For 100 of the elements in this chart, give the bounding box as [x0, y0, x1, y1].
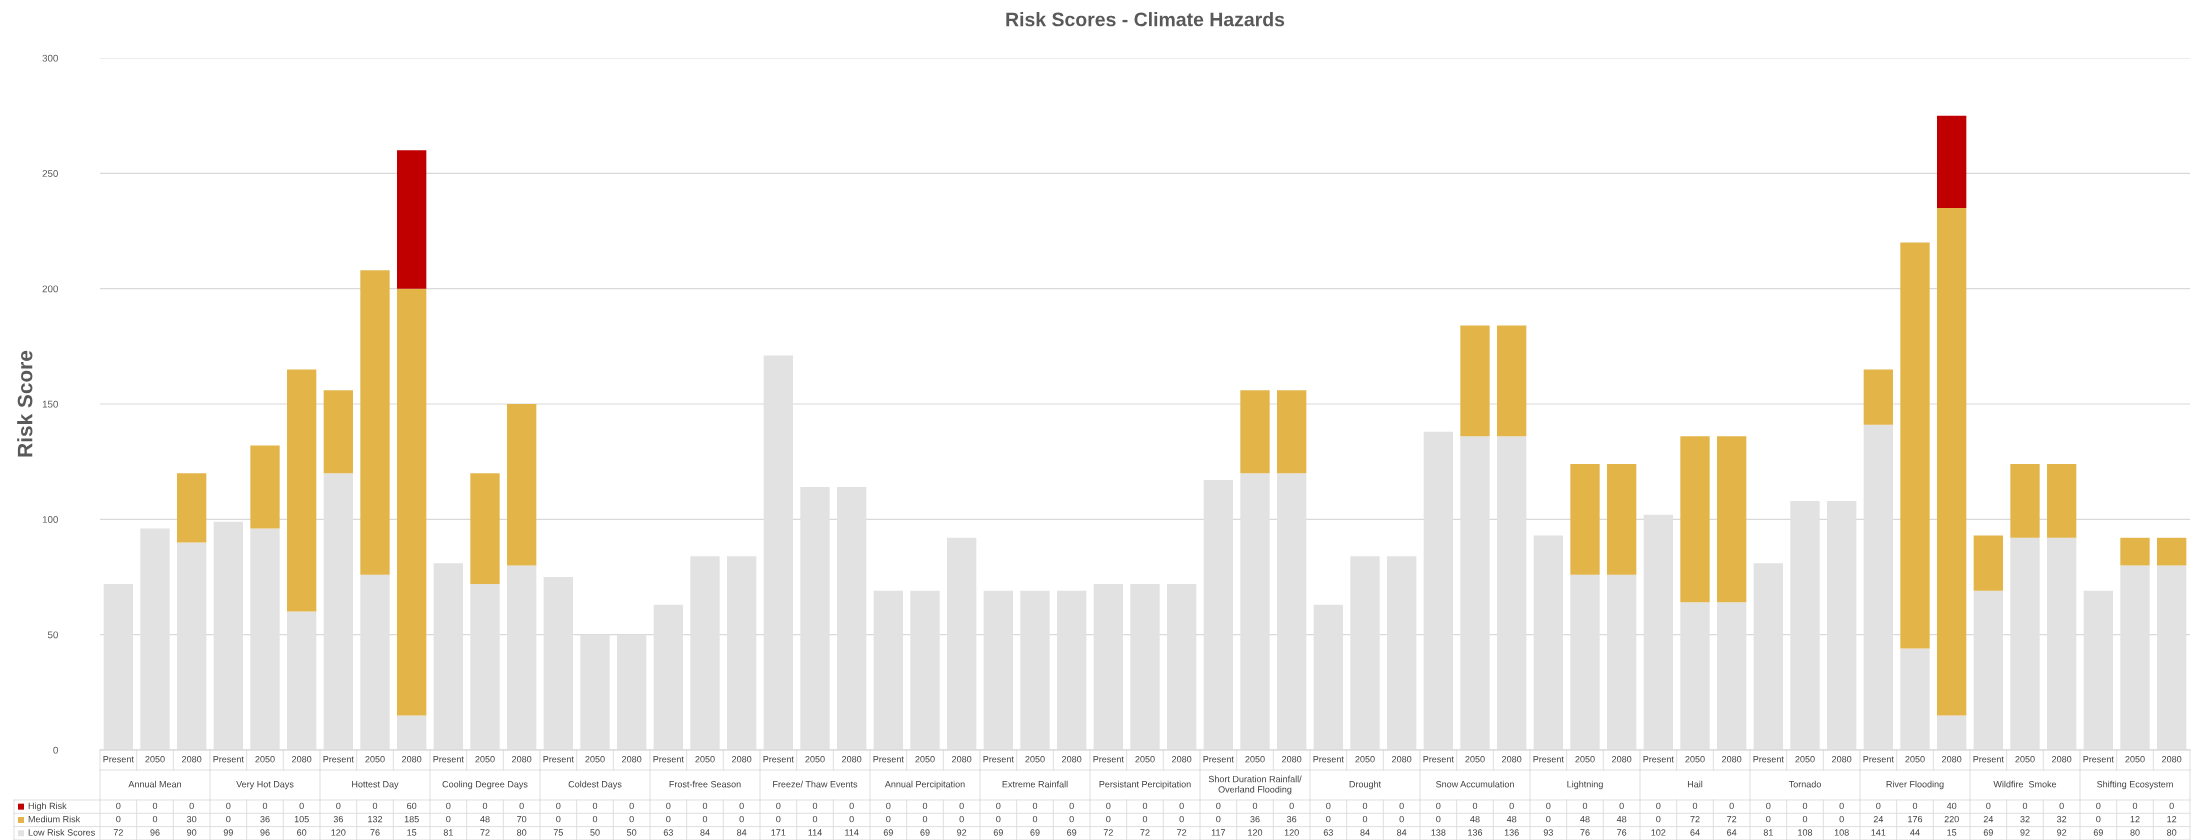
x-tick-label: 2050 — [695, 756, 715, 763]
x-tick-label: 2080 — [732, 756, 752, 763]
data-label: 92 — [2020, 829, 2030, 836]
text: Annual Percipitation — [884, 780, 965, 790]
legend-label: High Risk — [28, 802, 67, 811]
x-tick-label: 2080 — [292, 756, 312, 763]
data-label: 0 — [629, 815, 634, 823]
data-label: 176 — [1908, 815, 1923, 823]
data-label: 0 — [1289, 802, 1294, 810]
x-tick-label: 2050 — [1355, 756, 1375, 763]
bar — [397, 150, 427, 289]
data-label: 80 — [517, 829, 527, 836]
text: Lightning — [1567, 780, 1603, 790]
x-tick-label: 2080 — [622, 756, 642, 763]
bar — [177, 473, 207, 543]
data-label: 0 — [556, 802, 561, 810]
text: Very Hot Days — [236, 781, 294, 790]
data-label: 0 — [226, 815, 231, 823]
text: Shifting Ecosystem — [2097, 780, 2173, 790]
data-label: 0 — [702, 802, 708, 810]
data-label: 75 — [553, 829, 563, 836]
data-label: 220 — [1944, 815, 1959, 823]
data-label: 69 — [993, 829, 1003, 836]
data-label: 69 — [2093, 829, 2103, 836]
x-tick-label: 2080 — [1832, 756, 1852, 763]
bar — [1277, 390, 1307, 474]
x-tick-label: 2050 — [585, 756, 605, 763]
x-tick-label: 2080 — [952, 756, 972, 763]
data-label: 0 — [1766, 802, 1771, 810]
data-label: 0 — [629, 802, 634, 810]
data-label: 0 — [886, 815, 891, 823]
data-label: 48 — [1470, 815, 1480, 823]
data-label: 72 — [1727, 815, 1737, 823]
data-label: 0 — [666, 802, 671, 810]
bar — [507, 404, 537, 566]
data-label: 0 — [2132, 802, 2138, 810]
text: Persistant Percipitation — [1099, 780, 1191, 790]
data-label: 40 — [1946, 802, 1957, 810]
data-label: 15 — [1947, 829, 1957, 836]
text: Tornado — [1788, 780, 1821, 788]
data-label: 0 — [1032, 802, 1038, 810]
data-label: 0 — [996, 802, 1001, 810]
data-label: 120 — [1248, 829, 1263, 836]
chart-title: Risk Scores - Climate Hazards — [1006, 12, 1285, 27]
data-label: 0 — [812, 815, 818, 823]
data-label: 0 — [592, 815, 598, 823]
data-label: 0 — [959, 802, 964, 810]
data-label: 76 — [1617, 829, 1627, 836]
x-tick-label: 2080 — [402, 756, 422, 763]
x-tick-label: 2050 — [2015, 756, 2035, 763]
x-tick-label: Present — [433, 756, 464, 763]
bar — [2157, 537, 2187, 566]
x-tick-label: Present — [1863, 756, 1894, 763]
data-label: 80 — [2167, 829, 2177, 836]
y-tick-label: 200 — [42, 285, 58, 293]
x-tick-label: Present — [1313, 756, 1344, 763]
data-label: 0 — [922, 815, 928, 823]
data-label: 36 — [333, 815, 343, 823]
data-label: 36 — [1250, 815, 1260, 823]
x-tick-label: 2080 — [1502, 756, 1522, 763]
x-tick-label: 2050 — [1685, 756, 1705, 763]
data-label: 114 — [845, 829, 859, 836]
data-label: 84 — [737, 829, 747, 836]
bar — [470, 473, 500, 584]
x-tick-label: 2080 — [1282, 756, 1302, 763]
x-tick-label: 2050 — [1025, 756, 1045, 763]
bar — [1680, 436, 1710, 603]
data-label: 72 — [1690, 815, 1700, 823]
data-label: 60 — [297, 829, 307, 836]
data-label: 136 — [1468, 829, 1483, 836]
data-label: 30 — [186, 815, 197, 823]
data-label: 0 — [299, 802, 304, 810]
data-label: 48 — [1616, 815, 1627, 823]
data-label: 99 — [223, 829, 233, 836]
data-label: 0 — [372, 802, 378, 810]
data-label: 0 — [1656, 815, 1661, 823]
data-label: 0 — [189, 802, 194, 810]
data-label: 80 — [2130, 829, 2140, 836]
bar — [1240, 390, 1270, 474]
data-label: 0 — [1582, 802, 1588, 810]
data-label: 0 — [1252, 802, 1258, 810]
x-tick-label: Present — [983, 756, 1014, 763]
y-tick-label: 50 — [47, 631, 58, 639]
data-label: 81 — [443, 829, 453, 836]
data-label: 76 — [1580, 829, 1590, 836]
data-label: 69 — [1983, 829, 1993, 836]
data-label: 12 — [2130, 815, 2140, 823]
text: Snow Accumulation — [1436, 780, 1514, 788]
bar — [1863, 369, 1893, 425]
y-tick-label: 300 — [42, 54, 58, 62]
x-tick-label: 2050 — [255, 756, 275, 763]
data-label: 0 — [2059, 802, 2064, 810]
bar — [1717, 436, 1747, 603]
data-label: 0 — [666, 815, 671, 823]
data-label: 102 — [1651, 829, 1666, 836]
text: Wildfire Smoke — [1993, 780, 2057, 788]
data-label: 69 — [883, 829, 893, 836]
data-label: 0 — [1546, 815, 1551, 823]
data-label: 90 — [187, 829, 197, 836]
data-label: 69 — [1030, 829, 1040, 836]
